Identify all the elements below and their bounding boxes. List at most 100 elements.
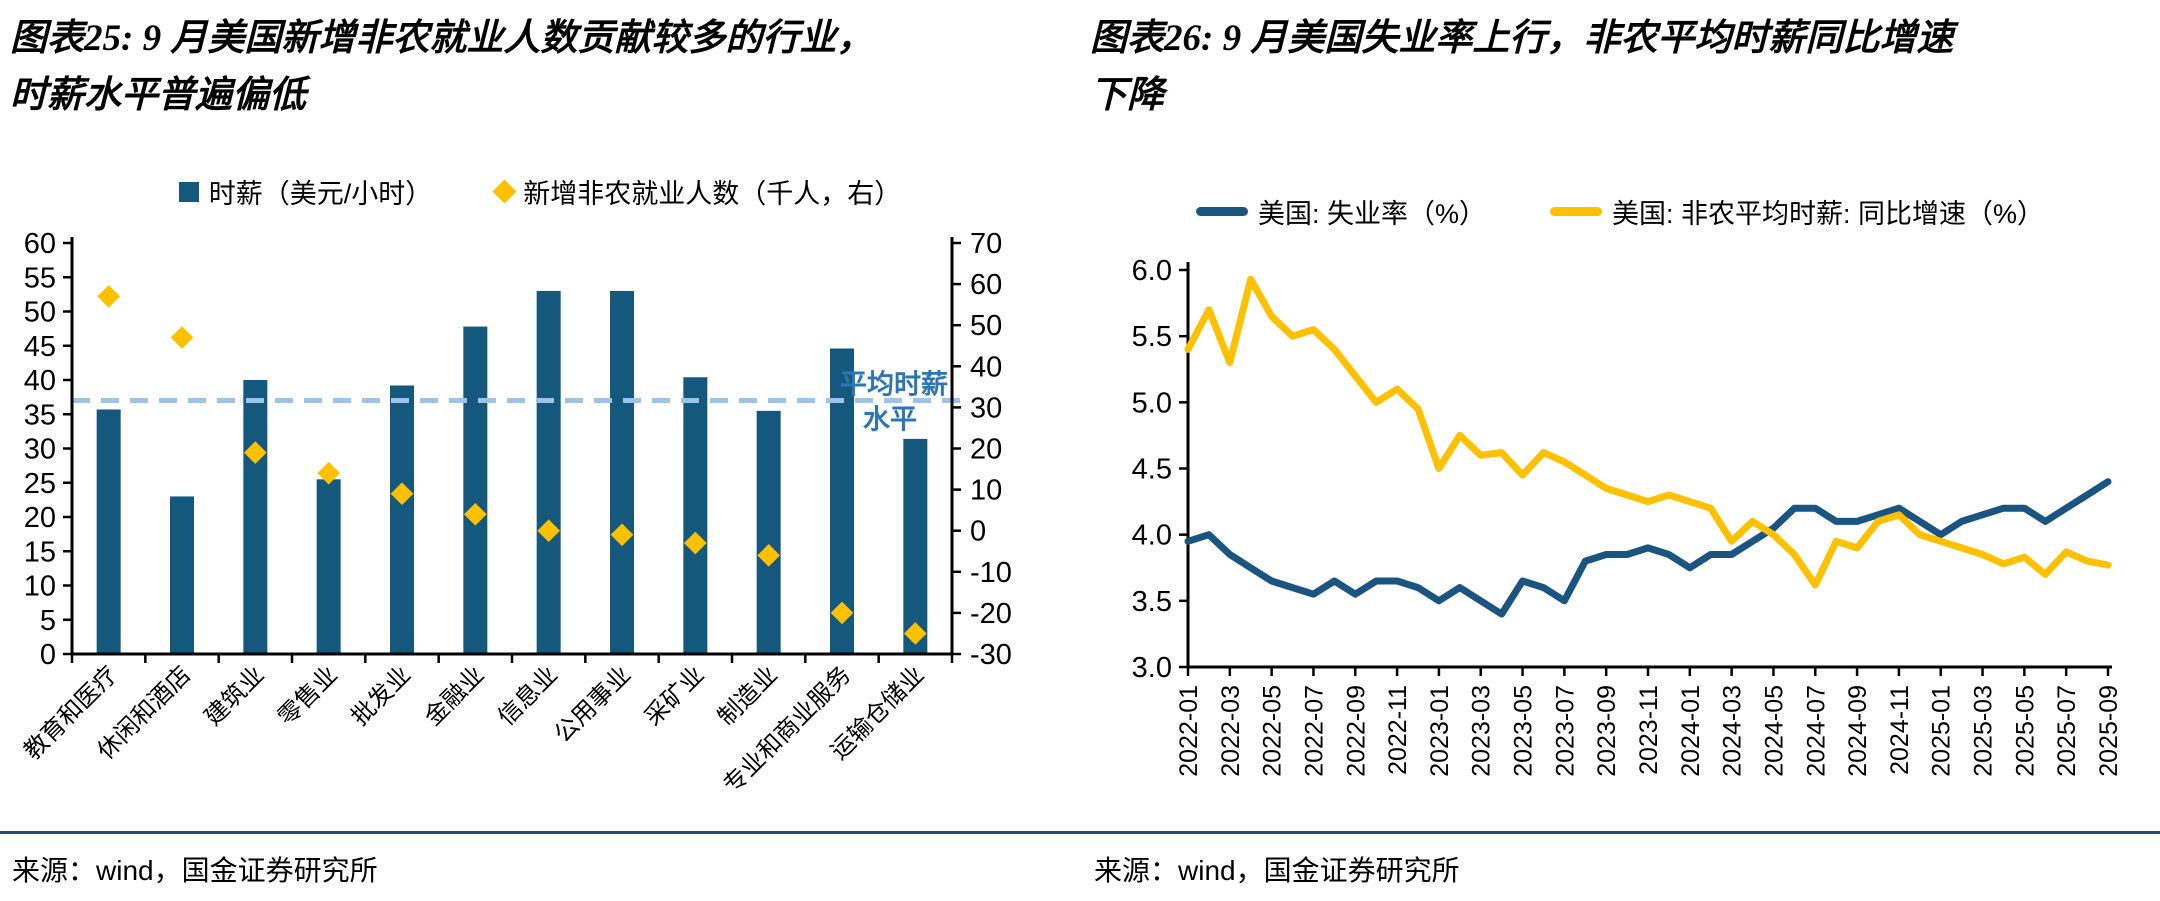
- jobs-diamond-legend-swatch: [492, 179, 517, 204]
- x-axis-tick-label: 2023-03: [1468, 685, 1496, 777]
- x-axis-tick-label: 2025-05: [2011, 685, 2039, 777]
- x-axis-tick-label: 2022-03: [1217, 685, 1245, 777]
- footer-divider-rule: [0, 831, 2160, 834]
- new-jobs-diamond: [97, 285, 120, 308]
- wage-bar: [610, 290, 634, 654]
- category-label: 零售业: [273, 661, 343, 731]
- x-axis-tick-label: 2024-07: [1802, 685, 1830, 777]
- wage-bar: [243, 380, 268, 654]
- x-axis-tick-label: 2022-05: [1259, 685, 1287, 777]
- unemployment-line-legend-label: 美国: 失业率（%）: [1257, 199, 1486, 229]
- legend-item-hourly-wage: 时薪（美元/小时）: [178, 172, 433, 211]
- right-axis-tick-label: 30: [970, 392, 1002, 424]
- category-label: 金融业: [420, 661, 490, 731]
- x-axis-tick-label: 2023-07: [1551, 685, 1579, 777]
- y-axis-tick-label: 5.0: [1132, 387, 1172, 419]
- wage-bar: [903, 438, 928, 654]
- wage-bar: [756, 410, 781, 654]
- x-axis-tick-label: 2022-07: [1300, 685, 1328, 777]
- right-axis-tick-label: 60: [970, 269, 1002, 301]
- x-axis-tick-label: 2022-11: [1384, 685, 1412, 775]
- unemployment-rate-line: [1184, 478, 2112, 618]
- category-label: 建筑业: [200, 661, 270, 731]
- new-jobs-diamond: [610, 523, 634, 547]
- wage-bar: [170, 496, 194, 654]
- new-jobs-diamond: [830, 601, 854, 625]
- left-axis-tick-label: 55: [24, 262, 56, 294]
- x-axis-tick-label: 2023-11: [1635, 685, 1663, 775]
- y-axis-tick-label: 4.0: [1132, 520, 1172, 552]
- x-axis-tick-label: 2025-09: [2095, 685, 2123, 777]
- line-chart-unemployment-wage: 3.0 3.5 4.0 4.5 5.0 5.5 6.0 2022-01 2022-03 2022-…: [1132, 255, 2123, 777]
- x-axis-tick-label: 2024-09: [1844, 685, 1872, 777]
- wage-bar: [390, 385, 414, 654]
- figure-26-title: 图表26: 9 月美国失业率上行，非农平均时薪同比增速 下降: [1090, 10, 2150, 124]
- category-label: 制造业: [713, 661, 783, 731]
- x-axis-tick-label: 2025-01: [1928, 685, 1956, 777]
- right-axis-tick-label: 20: [970, 434, 1002, 466]
- figure-26-source: 来源：wind，国金证券研究所: [1094, 855, 1460, 886]
- figure-25-title: 图表25: 9 月美国新增非农就业人数贡献较多的行业， 时薪水平普遍偏低: [10, 10, 1070, 124]
- new-jobs-diamond: [464, 502, 487, 526]
- unemployment-line-legend-swatch: [1195, 207, 1248, 216]
- right-axis-tick-label: 70: [970, 228, 1002, 260]
- right-axis-tick-label: -30: [970, 639, 1012, 671]
- right-axis-tick-label: -20: [970, 598, 1012, 630]
- category-label: 专业和商业服务: [718, 661, 856, 799]
- wage-growth-line: [1184, 275, 2112, 589]
- new-jobs-diamond: [537, 519, 560, 543]
- wage-growth-line-legend-label: 美国: 非农平均时薪: 同比增速（%）: [1612, 199, 2045, 229]
- x-axis-tick-label: 2022-01: [1175, 685, 1203, 777]
- y-axis-tick-label: 4.5: [1132, 454, 1172, 486]
- legend-item-new-jobs: 新增非农就业人数（千人，右）: [492, 172, 902, 211]
- x-axis-tick-label: 2024-01: [1677, 685, 1705, 777]
- figure-25-legend: 时薪（美元/小时） 新增非农就业人数（千人，右）: [0, 172, 1080, 211]
- legend-item-unemployment: 美国: 失业率（%）: [1195, 192, 1486, 231]
- category-label: 批发业: [346, 661, 416, 731]
- wage-bar: [536, 290, 561, 654]
- x-axis-tick-label: 2024-05: [1760, 685, 1788, 777]
- left-axis-tick-label: 25: [24, 468, 56, 500]
- x-axis-tick-label: 2022-09: [1342, 685, 1370, 777]
- left-axis-tick-label: 15: [24, 536, 56, 568]
- new-jobs-diamond: [170, 326, 194, 349]
- figure-25-source: 来源：wind，国金证券研究所: [12, 855, 378, 886]
- right-axis-tick-label: 0: [970, 516, 986, 548]
- wage-bar-legend-label: 时薪（美元/小时）: [208, 179, 433, 209]
- left-axis-tick-label: 20: [24, 502, 56, 534]
- new-jobs-diamond: [757, 544, 780, 567]
- wage-bar: [683, 377, 708, 654]
- figure-26-title-line2: 下降: [1090, 75, 1164, 116]
- left-axis-tick-label: 60: [24, 228, 56, 260]
- new-jobs-diamond: [244, 441, 267, 464]
- jobs-diamond-legend-label: 新增非农就业人数（千人，右）: [523, 179, 902, 209]
- category-label: 公用事业: [549, 661, 636, 748]
- figure-26-panel: 图表26: 9 月美国失业率上行，非农平均时薪同比增速 下降 美国: 失业率（%…: [1080, 0, 2160, 901]
- x-axis-tick-label: 2024-03: [1719, 685, 1747, 777]
- x-axis-tick-label: 2023-05: [1510, 685, 1538, 777]
- right-axis-tick-label: 50: [970, 310, 1002, 342]
- wage-bar: [96, 409, 121, 654]
- legend-item-wage-growth: 美国: 非农平均时薪: 同比增速（%）: [1550, 192, 2044, 231]
- figure-26-title-line1: 图表26: 9 月美国失业率上行，非农平均时薪同比增速: [1090, 18, 1954, 59]
- left-axis-tick-label: 0: [40, 639, 56, 671]
- x-axis-tick-label: 2024-11: [1886, 685, 1914, 775]
- left-axis-tick-label: 5: [40, 605, 56, 637]
- figure-25-title-line2: 时薪水平普遍偏低: [10, 75, 306, 116]
- wage-bar: [463, 326, 488, 654]
- right-axis-tick-label: -10: [970, 557, 1012, 589]
- y-axis-tick-label: 5.5: [1132, 321, 1172, 353]
- x-axis-tick-label: 2025-03: [1970, 685, 1998, 777]
- average-wage-annotation-line2: 水平: [863, 405, 917, 435]
- x-axis-tick-label: 2025-07: [2053, 685, 2081, 777]
- category-label: 信息业: [493, 661, 563, 731]
- average-wage-annotation-line1: 平均时薪: [840, 370, 948, 400]
- wage-growth-line-legend-swatch: [1550, 207, 1602, 216]
- left-axis-tick-label: 10: [24, 571, 56, 603]
- new-jobs-diamond: [904, 622, 927, 645]
- right-axis-tick-label: 40: [970, 351, 1002, 383]
- category-label: 采矿业: [640, 661, 710, 731]
- y-axis-tick-label: 6.0: [1132, 255, 1172, 287]
- left-axis-tick-label: 45: [24, 331, 56, 363]
